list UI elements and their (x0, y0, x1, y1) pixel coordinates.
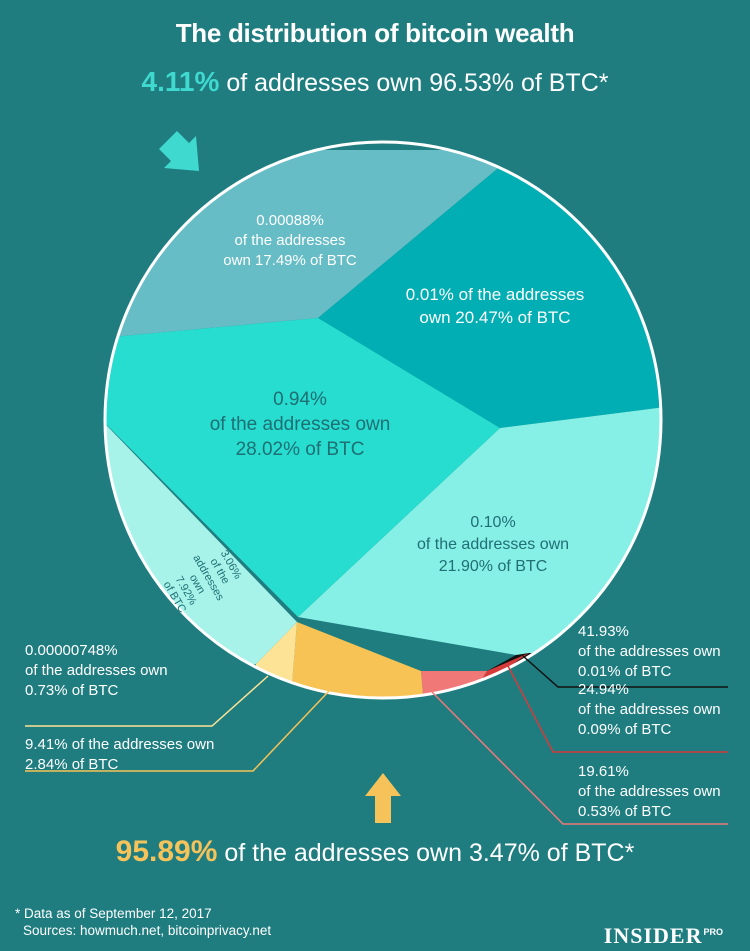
bottom-headline: 95.89% of the addresses own 3.47% of BTC… (0, 835, 750, 869)
callout-label-line: 41.93% (578, 623, 629, 640)
slice-label-line: 28.02% of BTC (236, 439, 365, 460)
leader-line-41-93-percent (522, 655, 728, 688)
callout-label-9-41-percent: 9.41% of the addresses own 2.84% of BTC (25, 736, 214, 773)
logo-name: INSIDER (603, 923, 703, 948)
leader-line-0-00000748-percent (25, 675, 269, 727)
callout-label-line: 24.94% (578, 681, 629, 698)
slice-19-61-percent (421, 671, 487, 696)
slice-label-line: of the addresses own (417, 536, 569, 553)
callout-label-line: 0.00000748% (25, 642, 118, 659)
slice-label-line: of the addresses (235, 232, 346, 249)
callout-label-line: 2.84% of BTC (25, 756, 119, 773)
slice-label-line: 0.01% of the addresses (406, 285, 585, 304)
callout-label-line: 0.01% of BTC (578, 663, 672, 680)
callout-label-19-61-percent: 19.61% of the addresses own 0.53% of BTC (578, 763, 721, 820)
footnote-date: * Data as of September 12, 2017 (15, 906, 212, 921)
top-headline-highlight: 4.11% (141, 66, 220, 97)
logo-tag: PRO (703, 927, 723, 937)
callout-label-line: of the addresses own (578, 783, 721, 800)
insider-pro-logo: INSIDERPRO (604, 923, 723, 949)
slice-label-line: own 17.49% of BTC (223, 252, 357, 269)
footnote: * Data as of September 12, 2017 Sources:… (15, 905, 271, 939)
slice-label-line: 0.00088% (256, 212, 324, 229)
slice-0-94-percent (105, 318, 500, 617)
bottom-headline-highlight: 95.89% (115, 835, 218, 868)
slice-label-line: own 20.47% of BTC (419, 308, 570, 327)
callout-label-line: 19.61% (578, 763, 629, 780)
callout-label-line: 0.09% of BTC (578, 721, 672, 738)
callout-label-line: of the addresses own (578, 643, 721, 660)
callout-label-line: 9.41% of the addresses own (25, 736, 214, 753)
callout-label-line: 0.73% of BTC (25, 682, 119, 699)
arrow-down-right-icon (159, 131, 199, 171)
slice-label-line: 0.94% (273, 389, 327, 410)
callout-label-line: of the addresses own (25, 662, 168, 679)
leader-line-9-41-percent (25, 690, 330, 772)
slice-label-0-00088-percent: 0.00088% of the addresses own 17.49% of BT… (223, 212, 357, 269)
top-headline-text: of addresses own 96.53% of BTC* (219, 69, 609, 97)
slice-label-0-10-percent: 0.10% of the addresses own 21.90% of BTC (417, 514, 569, 575)
arrow-up-icon (365, 773, 401, 823)
slice-label-line: 0.10% (470, 514, 515, 531)
bottom-headline-text: of the addresses own 3.47% of BTC* (217, 839, 635, 867)
chart-title: The distribution of bitcoin wealth (175, 18, 575, 48)
callout-label-0-00000748-percent: 0.00000748% of the addresses own 0.73% of … (25, 642, 168, 699)
callout-label-line: 0.53% of BTC (578, 803, 672, 820)
leader-line-24-94-percent (507, 665, 728, 753)
footnote-sources: Sources: howmuch.net, bitcoinprivacy.net (23, 923, 272, 938)
slice-label-0-94-percent: 0.94% of the addresses own 28.02% of BTC (210, 389, 391, 460)
slice-9-41-percent (290, 622, 423, 698)
slice-label-line: 21.90% of BTC (439, 558, 548, 575)
callout-label-24-94-percent: 24.94% of the addresses own 0.09% of BTC (578, 681, 721, 738)
leader-line-19-61-percent (431, 691, 728, 825)
slice-label-line: of the addresses own (210, 414, 391, 435)
callout-label-line: of the addresses own (578, 701, 721, 718)
slice-label-0-01-percent: 0.01% of the addresses own 20.47% of BTC (406, 285, 585, 327)
callout-label-41-93-percent: 41.93% of the addresses own 0.01% of BTC (578, 623, 721, 680)
top-headline: 4.11% of addresses own 96.53% of BTC* (0, 66, 750, 98)
